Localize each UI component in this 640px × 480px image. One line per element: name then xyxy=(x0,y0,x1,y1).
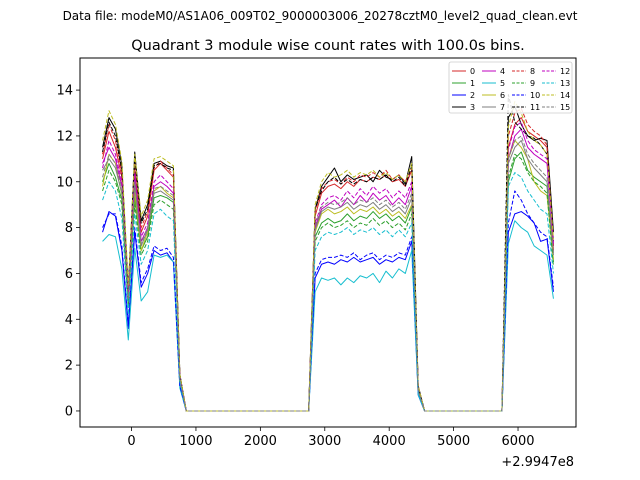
x-tick-label: 6000 xyxy=(501,434,534,449)
y-tick-label: 4 xyxy=(65,313,73,328)
legend-label-10: 10 xyxy=(530,91,540,100)
series-line-9 xyxy=(102,153,554,412)
series-line-14 xyxy=(102,101,554,412)
y-tick-label: 0 xyxy=(65,404,73,419)
legend-label-4: 4 xyxy=(500,67,505,76)
x-tick-label: 3000 xyxy=(308,434,341,449)
figure-suptitle: Data file: modeM0/AS1A06_009T02_90000030… xyxy=(63,9,578,23)
x-tick-label: 5000 xyxy=(437,434,470,449)
x-tick-label: 1000 xyxy=(179,434,212,449)
y-tick-label: 12 xyxy=(56,129,73,144)
legend-label-15: 15 xyxy=(560,103,570,112)
y-tick-label: 14 xyxy=(56,84,73,99)
legend-label-2: 2 xyxy=(470,91,475,100)
x-tick-label: 4000 xyxy=(373,434,406,449)
legend-label-7: 7 xyxy=(500,103,505,112)
series-line-15 xyxy=(102,135,554,412)
series-line-7 xyxy=(102,140,554,412)
series-line-0 xyxy=(102,117,554,412)
legend-label-3: 3 xyxy=(470,103,475,112)
y-tick-label: 10 xyxy=(56,175,73,190)
legend-label-6: 6 xyxy=(500,91,505,100)
y-tick-label: 2 xyxy=(65,359,73,374)
x-tick-label: 2000 xyxy=(244,434,277,449)
series-line-5 xyxy=(102,220,554,412)
legend-label-12: 12 xyxy=(560,67,570,76)
series-line-12 xyxy=(102,121,554,412)
plot-lines xyxy=(102,94,554,412)
y-tick-label: 8 xyxy=(65,221,73,236)
legend-label-13: 13 xyxy=(560,79,570,88)
legend-label-14: 14 xyxy=(560,91,570,100)
legend-label-11: 11 xyxy=(530,103,540,112)
series-line-10 xyxy=(102,190,554,412)
series-line-1 xyxy=(102,151,554,412)
series-line-8 xyxy=(102,107,554,412)
chart-title: Quadrant 3 module wise count rates with … xyxy=(131,38,525,54)
legend-frame xyxy=(448,61,573,114)
x-axis-offset-label: +2.9947e8 xyxy=(501,455,574,470)
legend-label-8: 8 xyxy=(530,67,535,76)
y-axis: 0 2 4 6 8 10 12 14 xyxy=(56,84,80,419)
y-tick-label: 6 xyxy=(65,267,73,282)
legend-label-9: 9 xyxy=(530,79,535,88)
legend-label-1: 1 xyxy=(470,79,475,88)
x-tick-label: 0 xyxy=(127,434,135,449)
axes-frame xyxy=(79,57,577,428)
x-axis: 0 1000 2000 3000 4000 5000 6000 xyxy=(127,427,535,449)
legend-label-5: 5 xyxy=(500,79,505,88)
series-line-2 xyxy=(102,211,554,412)
series-line-6 xyxy=(102,140,554,412)
series-line-13 xyxy=(102,172,554,412)
legend-label-0: 0 xyxy=(470,67,475,76)
